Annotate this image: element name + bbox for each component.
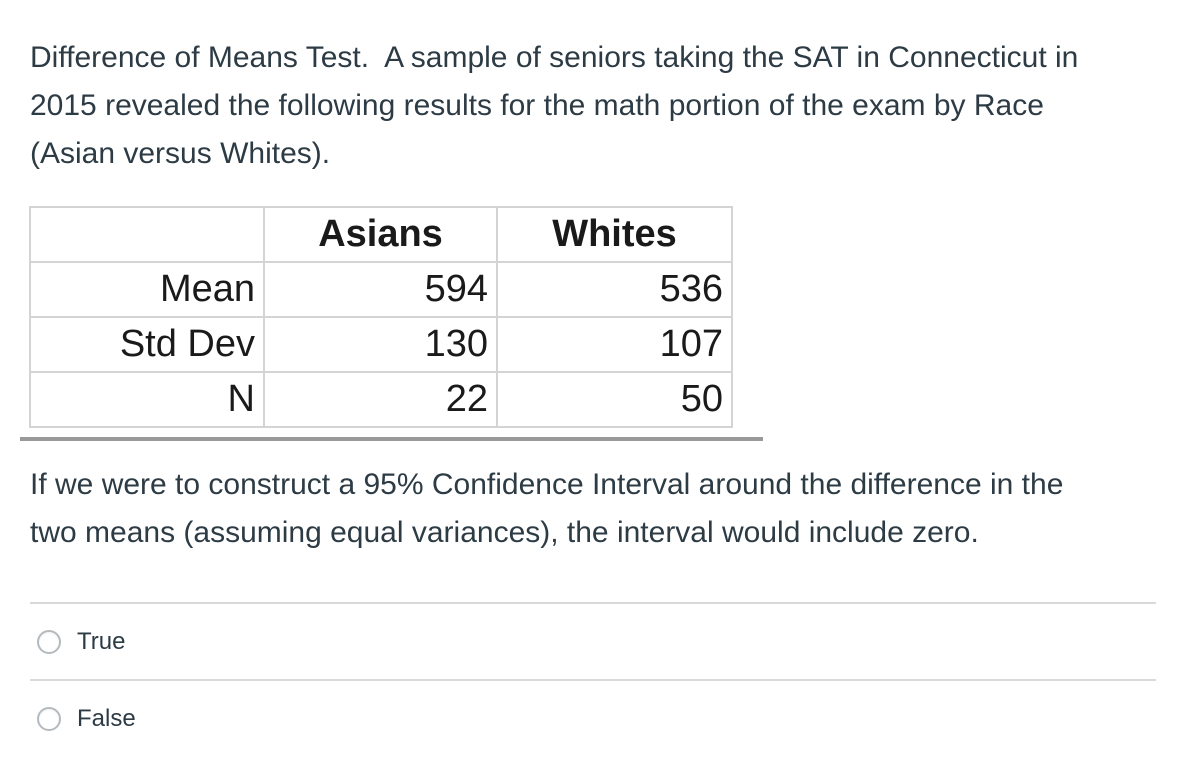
radio-false[interactable] [37, 706, 61, 731]
stats-table-header-row: Asians Whites [29, 206, 733, 263]
table-row: Std Dev 130 107 [29, 316, 733, 373]
answer-option-true[interactable]: True [30, 604, 1156, 679]
question-statement-text: If we were to construct a 95% Confidence… [30, 461, 1063, 557]
option-label-true[interactable]: True [77, 627, 126, 655]
cell-mean-asians: 594 [263, 261, 498, 318]
question-statement-line: two means (assuming equal variances), th… [30, 516, 979, 549]
divider [30, 602, 1156, 604]
cell-stddev-asians: 130 [263, 316, 498, 373]
stats-table-header-asians: Asians [263, 206, 498, 263]
table-row: N 22 50 [29, 371, 733, 428]
cell-mean-whites: 536 [496, 261, 733, 318]
stats-table: Asians Whites Mean 594 536 Std Dev 130 1… [29, 206, 733, 428]
cell-n-whites: 50 [496, 371, 733, 428]
radio-true[interactable] [37, 629, 61, 654]
stats-table-corner-cell [29, 206, 265, 263]
row-label-n: N [29, 371, 265, 428]
question-intro-line: (Asian versus Whites). [30, 137, 331, 170]
question-intro-line: 2015 revealed the following results for … [30, 89, 1044, 122]
row-label-mean: Mean [29, 261, 265, 318]
answer-option-false[interactable]: False [30, 681, 1156, 756]
table-row: Mean 594 536 [29, 261, 733, 318]
stats-table-image: Asians Whites Mean 594 536 Std Dev 130 1… [20, 206, 763, 441]
question-intro-text: Difference of Means Test. A sample of se… [30, 34, 1078, 178]
question-intro-line: Difference of Means Test. A sample of se… [30, 41, 1079, 74]
option-label-false[interactable]: False [77, 704, 136, 732]
cell-n-asians: 22 [263, 371, 498, 428]
question-statement-line: If we were to construct a 95% Confidence… [30, 468, 1064, 501]
table-image-bottom-edge [20, 437, 763, 441]
stats-table-header-whites: Whites [496, 206, 733, 263]
row-label-stddev: Std Dev [29, 316, 265, 373]
cell-stddev-whites: 107 [496, 316, 733, 373]
divider [30, 679, 1156, 681]
